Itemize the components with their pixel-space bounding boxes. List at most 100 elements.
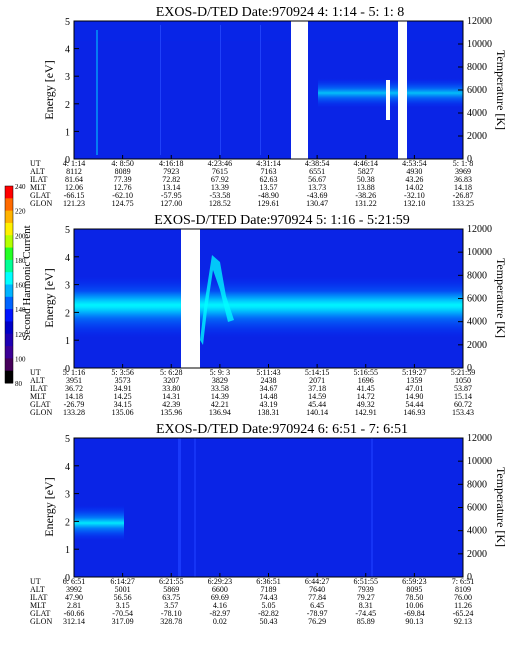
info-cell: 14.72: [357, 392, 375, 401]
panel-2: EXOS-D/TED Date:970924 5: 1:16 - 5:21:59…: [30, 213, 505, 417]
info-cell: 13.14: [162, 183, 180, 192]
y-tick-label: 0: [65, 364, 70, 375]
panel-2-y2-ticks: 12000 10000 8000 6000 4000 2000 0: [458, 224, 492, 374]
info-row-label: UT: [30, 368, 41, 377]
y2-tick-label: 4000: [467, 108, 487, 119]
panel-1-y2-label: Temperature [K]: [494, 50, 505, 130]
info-row-label: GLAT: [30, 191, 51, 200]
panel-3-streak-3: [371, 438, 373, 577]
info-cell: 56.56: [114, 593, 132, 602]
colorbar-swatch: [5, 198, 13, 212]
info-row-label: ALT: [30, 376, 45, 385]
info-cell: 7640: [309, 585, 325, 594]
colorbar-tick-label: 120: [15, 331, 26, 339]
info-row-label: ALT: [30, 167, 45, 176]
info-cell: 79.27: [357, 593, 375, 602]
info-cell: 13.39: [211, 183, 229, 192]
info-cell: 3573: [115, 376, 131, 385]
info-cell: 5827: [358, 167, 374, 176]
info-cell: 92.13: [454, 617, 472, 626]
colorbar-swatch: [5, 346, 13, 359]
info-cell: 133.28: [63, 408, 85, 417]
y2-tick-label: 2000: [467, 340, 487, 351]
info-cell: 8112: [66, 167, 82, 176]
panel-1-noise: [74, 21, 463, 155]
info-cell: 14.31: [162, 392, 180, 401]
colorbar-border: [4, 185, 14, 384]
colorbar-swatch: [5, 370, 13, 384]
info-cell: 12.76: [114, 183, 132, 192]
info-cell: 69.69: [211, 593, 229, 602]
panel-2-y2-label: Temperature [K]: [494, 258, 505, 338]
info-cell: 67.92: [211, 175, 229, 184]
panel-2-info-table: UT 5: 1:16 5: 3:56 5: 6:28 5: 9: 3 5:11:43 5:1…: [30, 368, 475, 417]
y2-tick-label: 2000: [467, 131, 487, 142]
info-cell: 2071: [309, 376, 325, 385]
info-cell: 7: 6:51: [452, 577, 474, 586]
info-cell: -53.58: [210, 191, 231, 200]
info-cell: 3951: [66, 376, 82, 385]
info-cell: 12.06: [65, 183, 83, 192]
info-row-label: MLT: [30, 601, 46, 610]
colorbar-swatch: [5, 210, 13, 224]
info-cell: 5:21:59: [451, 368, 475, 377]
y-tick-label: 4: [65, 45, 70, 56]
colorbar-swatch: [5, 259, 13, 273]
y2-tick-label: 10000: [467, 39, 492, 50]
info-cell: 14.18: [454, 183, 472, 192]
info-cell: 4930: [406, 167, 422, 176]
y-tick-label: 2: [65, 308, 70, 319]
info-cell: 317.09: [112, 617, 134, 626]
info-cell: 77.84: [308, 593, 326, 602]
colorbar-swatch: [5, 358, 13, 372]
info-cell: 7615: [212, 167, 228, 176]
info-cell: 76.00: [454, 593, 472, 602]
info-cell: 6:51:55: [354, 577, 378, 586]
info-cell: 4:23:46: [208, 159, 232, 168]
info-cell: 14.39: [211, 392, 229, 401]
info-cell: 2438: [261, 376, 277, 385]
y2-tick-label: 10000: [467, 247, 492, 258]
info-cell: 4: 8:50: [111, 159, 133, 168]
info-cell: 6.45: [310, 601, 324, 610]
info-cell: 3207: [163, 376, 179, 385]
info-cell: 4:31:14: [256, 159, 280, 168]
info-cell: 43.26: [405, 175, 423, 184]
info-cell: 76.29: [308, 617, 326, 626]
info-cell: 85.89: [357, 617, 375, 626]
colorbar-swatch: [5, 235, 13, 249]
y2-tick-label: 12000: [467, 224, 492, 235]
info-cell: 6:44:27: [305, 577, 329, 586]
info-cell: 6551: [309, 167, 325, 176]
info-cell: 56.67: [308, 175, 326, 184]
info-cell: 5:16:55: [354, 368, 378, 377]
info-cell: 1696: [358, 376, 374, 385]
info-cell: 7939: [358, 585, 374, 594]
panel-3-y2-label: Temperature [K]: [494, 467, 505, 547]
info-row-label: GLAT: [30, 609, 51, 618]
colorbar-swatch: [5, 321, 13, 335]
info-cell: 54.44: [405, 400, 423, 409]
y2-tick-label: 10000: [467, 456, 492, 467]
colorbar-tick-label: 180: [15, 257, 26, 265]
panel-1-y2-ticks: 12000 10000 8000 6000 4000 2000 0: [458, 16, 492, 165]
info-cell: 34.15: [114, 400, 132, 409]
info-cell: 34.67: [260, 384, 278, 393]
info-cell: 5: 9: 3: [210, 368, 230, 377]
info-row-label: UT: [30, 577, 41, 586]
info-row-label: ILAT: [30, 175, 47, 184]
panel-1-data-gap-2: [398, 21, 407, 159]
panel-1: EXOS-D/TED Date:970924 4: 1:14 - 5: 1: 8…: [30, 5, 505, 208]
panel-3-streak-1: [178, 438, 181, 577]
info-cell: 90.13: [405, 617, 423, 626]
colorbar-swatch: [5, 186, 13, 199]
panel-3-info-table: UT 6: 6:51 6:14:27 6:21:55 6:29:23 6:36:51 6:4…: [30, 577, 474, 626]
info-cell: 6:21:55: [159, 577, 183, 586]
colorbar-swatch: [5, 222, 13, 236]
info-cell: 42.21: [211, 400, 229, 409]
info-cell: 135.06: [112, 408, 134, 417]
y-tick-label: 5: [65, 225, 70, 236]
info-cell: 37.18: [308, 384, 326, 393]
panel-1-y-ticks: 5 4 3 2 1 0: [65, 17, 464, 166]
panel-1-title: EXOS-D/TED Date:970924 4: 1:14 - 5: 1: 8: [156, 5, 404, 20]
